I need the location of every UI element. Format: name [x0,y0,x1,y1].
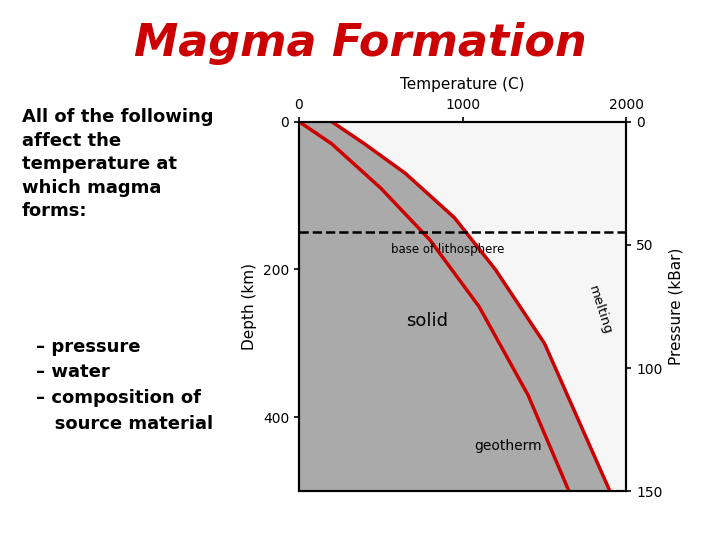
Y-axis label: Depth (km): Depth (km) [242,263,257,350]
Text: solid: solid [405,312,448,330]
Text: geotherm: geotherm [474,438,542,453]
Text: All of the following
affect the
temperature at
which magma
forms:: All of the following affect the temperat… [22,108,213,220]
X-axis label: Temperature (C): Temperature (C) [400,77,525,92]
Y-axis label: Pressure (kBar): Pressure (kBar) [668,248,683,365]
Text: – pressure
– water
– composition of
   source material: – pressure – water – composition of sour… [36,338,213,433]
Text: melting: melting [586,284,614,336]
Text: base of lithosphere: base of lithosphere [390,243,504,256]
Text: Magma Formation: Magma Formation [134,22,586,65]
